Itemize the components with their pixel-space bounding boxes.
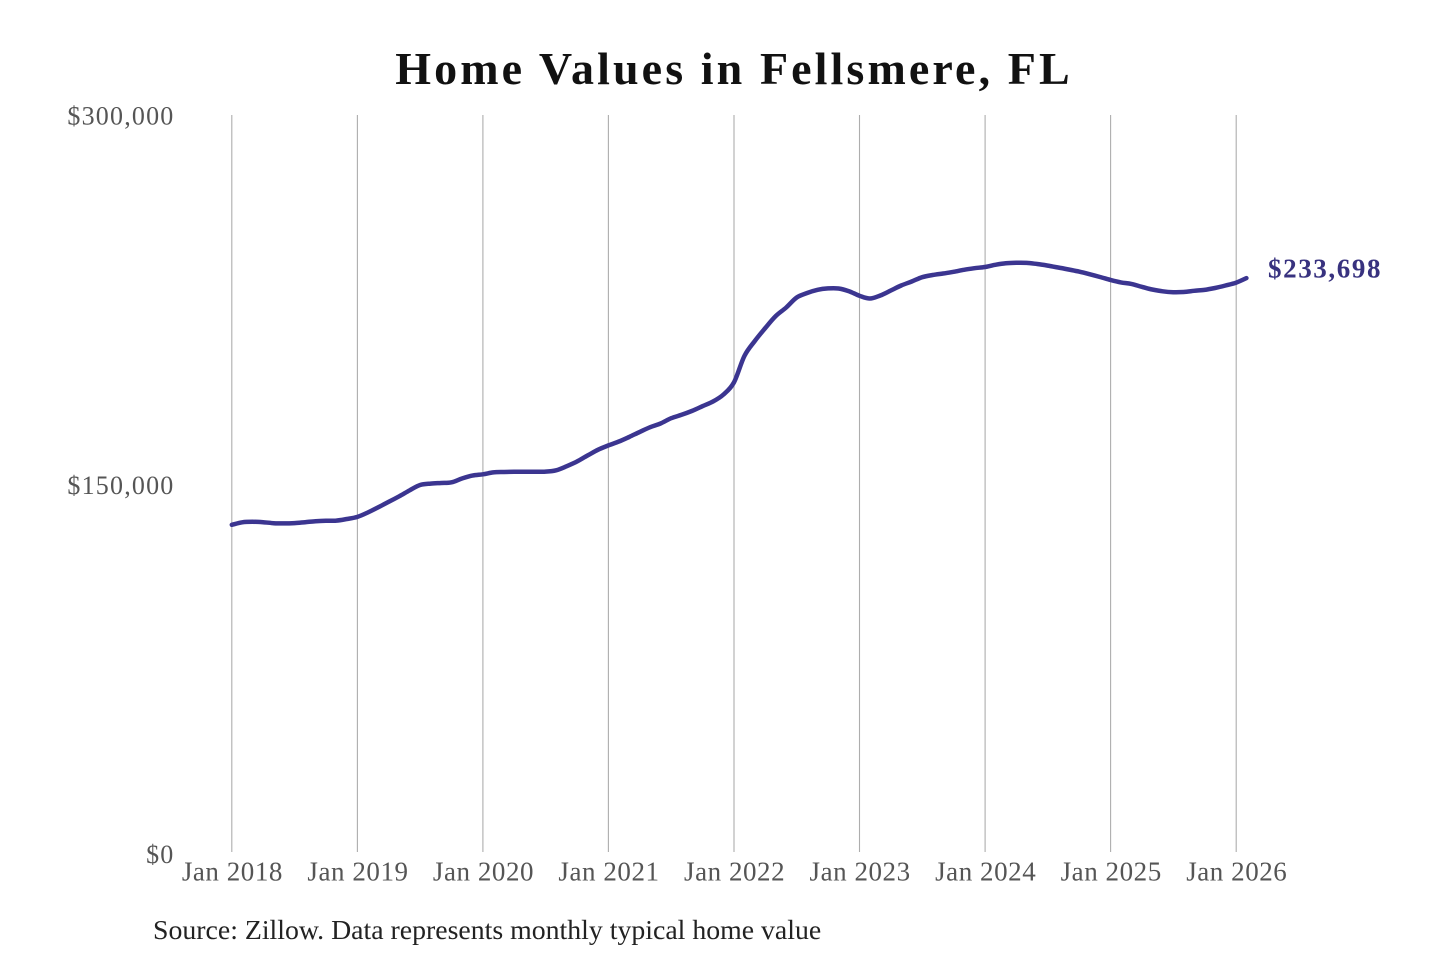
- svg-text:$150,000: $150,000: [67, 471, 174, 500]
- svg-text:Jan 2026: Jan 2026: [1186, 857, 1287, 887]
- svg-text:Jan 2019: Jan 2019: [307, 857, 408, 887]
- svg-text:Jan 2024: Jan 2024: [935, 857, 1036, 887]
- svg-text:$0: $0: [146, 840, 174, 869]
- svg-text:Jan 2022: Jan 2022: [684, 857, 785, 887]
- svg-text:Jan 2021: Jan 2021: [558, 857, 659, 887]
- svg-text:Jan 2018: Jan 2018: [182, 857, 283, 887]
- svg-text:Jan 2025: Jan 2025: [1061, 857, 1162, 887]
- svg-text:$233,698: $233,698: [1268, 254, 1382, 284]
- svg-text:$300,000: $300,000: [67, 102, 174, 131]
- svg-text:Jan 2023: Jan 2023: [810, 857, 911, 887]
- svg-text:Home Values in Fellsmere, FL: Home Values in Fellsmere, FL: [395, 43, 1073, 94]
- svg-text:Jan 2020: Jan 2020: [433, 857, 534, 887]
- svg-text:Source: Zillow. Data represent: Source: Zillow. Data represents monthly …: [153, 915, 821, 946]
